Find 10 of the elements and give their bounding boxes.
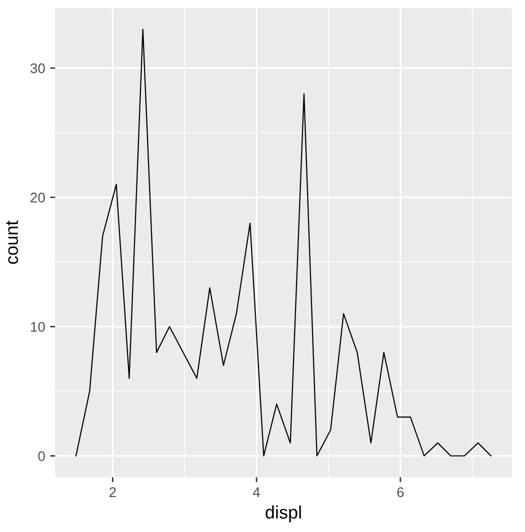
line-series <box>75 28 492 456</box>
y-tick-label: 10 <box>31 322 45 332</box>
x-tick-label: 6 <box>397 487 404 498</box>
x-tick-label: 4 <box>252 487 260 497</box>
y-tick-label: 0 <box>38 451 45 462</box>
y-tick-label: 20 <box>30 192 45 203</box>
x-axis-title: displ <box>266 505 301 522</box>
y-tick-label: 30 <box>30 63 45 74</box>
x-tick-label: 2 <box>110 487 116 497</box>
y-axis-title: count <box>6 220 18 264</box>
